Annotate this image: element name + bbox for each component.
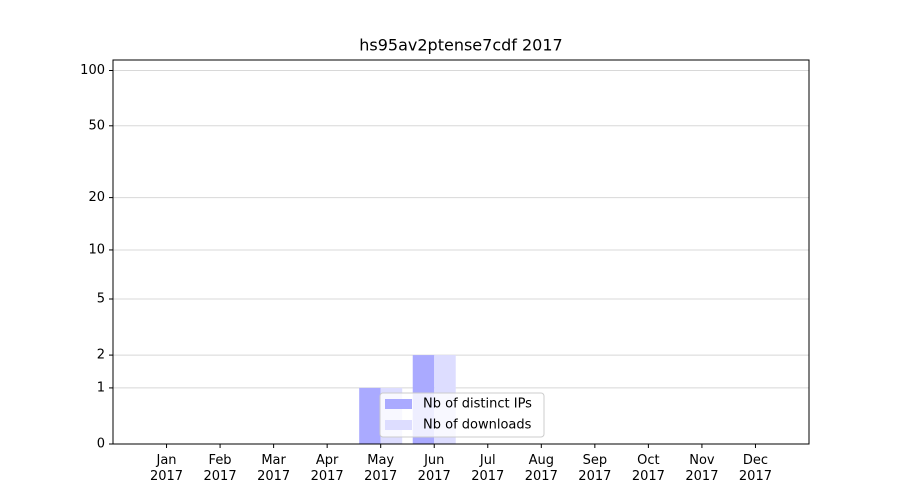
y-tick-label: 50 <box>88 118 105 133</box>
x-tick-label: Jan 2017 <box>149 453 184 484</box>
x-tick-label: Apr 2017 <box>310 453 344 484</box>
x-tick-label: Dec 2017 <box>738 453 772 484</box>
legend-box <box>379 392 545 438</box>
y-tick-label: 5 <box>97 291 105 306</box>
y-tick-label: 0 <box>97 437 105 452</box>
legend-swatch <box>385 399 412 409</box>
y-tick-label: 1 <box>97 380 105 395</box>
chart-title: hs95av2ptense7cdf 2017 <box>359 36 562 55</box>
x-tick-label: Aug 2017 <box>524 453 558 484</box>
y-tick-label: 10 <box>88 242 105 257</box>
x-tick-label: Nov 2017 <box>685 453 719 484</box>
legend-label: Nb of distinct IPs <box>423 397 532 412</box>
legend-label: Nb of downloads <box>423 418 532 433</box>
x-tick-label: Mar 2017 <box>257 453 291 484</box>
x-tick-label: Jul 2017 <box>471 453 505 484</box>
y-tick-label: 20 <box>88 190 105 205</box>
bar <box>359 387 381 444</box>
x-tick-label: Feb 2017 <box>203 453 237 484</box>
x-tick-label: May 2017 <box>364 453 398 484</box>
y-tick-label: 2 <box>97 348 105 363</box>
x-tick-label: Oct 2017 <box>631 453 665 484</box>
x-tick-label: Jun 2017 <box>417 453 451 484</box>
plot-frame <box>112 59 810 445</box>
x-tick-label: Sep 2017 <box>578 453 612 484</box>
legend-swatch <box>385 420 412 430</box>
y-tick-label: 100 <box>80 63 105 78</box>
